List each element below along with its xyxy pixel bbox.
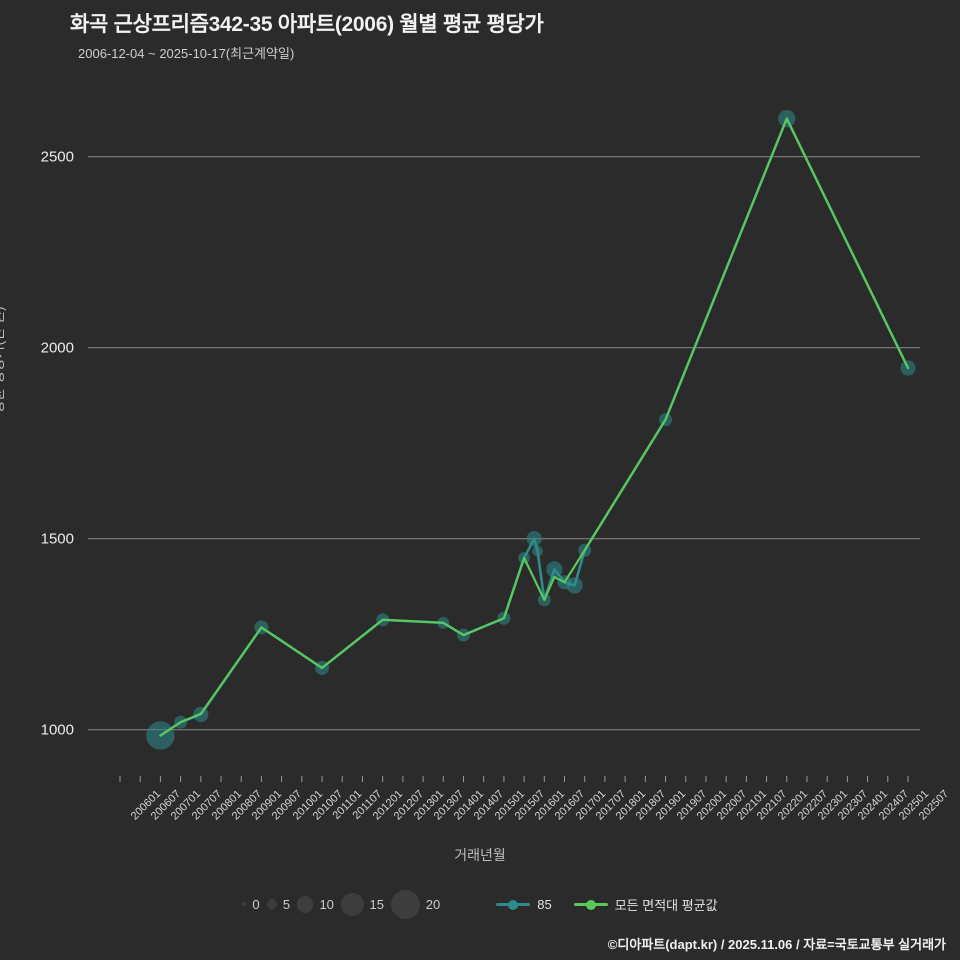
plot-area: 1000 1500 2000 2500 200601 200607 200701 20070… (41, 88, 951, 822)
size-legend-item: 20 (390, 890, 441, 919)
footer-credit: ©디아파트(dapt.kr) / 2025.11.06 / 자료=국토교통부 실… (607, 937, 946, 952)
size-legend-item: 0 (242, 896, 260, 912)
series-legend-swatch (573, 898, 608, 911)
size-legend-item: 15 (340, 893, 384, 916)
y-axis-label: 평균 평당가(만 원) (0, 306, 6, 414)
size-legend-item: 10 (297, 896, 334, 913)
y-axis-tick-label: 1000 (40, 721, 74, 739)
chart-svg (88, 109, 920, 782)
size-legend-dot (340, 893, 364, 916)
series-line-85 (159, 117, 910, 737)
size-legend-label: 10 (319, 896, 334, 912)
series-line-average (159, 117, 910, 737)
y-axis-tick-label: 2500 (40, 148, 74, 166)
size-legend-label: 20 (425, 896, 441, 912)
x-axis-ticks (119, 776, 909, 782)
line-series-average (159, 117, 910, 737)
size-legend-label: 0 (252, 896, 260, 912)
size-legend-label: 5 (282, 896, 291, 912)
series-legend-item[interactable]: 85 (496, 896, 552, 912)
series-legend-label: 모든 면적대 평균값 (614, 897, 718, 913)
size-legend-dot (242, 902, 247, 907)
series-legend: 85 모든 면적대 평균값 (496, 895, 718, 914)
size-legend-item: 5 (266, 896, 291, 912)
series-legend-item[interactable]: 모든 면적대 평균값 (573, 895, 718, 914)
x-axis-label: 거래년월 (454, 847, 506, 863)
gridlines (88, 156, 920, 731)
y-axis-tick-label: 1500 (40, 530, 74, 548)
size-legend-dot (390, 890, 420, 919)
series-legend-swatch (496, 898, 531, 911)
series-legend-label: 85 (537, 896, 552, 912)
size-legend-dot (297, 896, 314, 913)
line-series-85 (159, 117, 910, 737)
page-title: 화곡 근상프리즘342-35 아파트(2006) 월별 평균 평당가 (70, 13, 544, 36)
size-legend: 0 5 10 15 20 (242, 890, 440, 919)
size-legend-label: 15 (369, 896, 384, 912)
chart-legend: 0 5 10 15 20 85 모든 면적대 평균값 (0, 890, 960, 919)
chart-subtitle: 2006-12-04 ~ 2025-10-17(최근계약일) (78, 46, 295, 61)
scatter-series-85 (146, 109, 916, 750)
size-legend-dot (266, 899, 277, 910)
y-axis-tick-label: 2000 (40, 339, 74, 357)
